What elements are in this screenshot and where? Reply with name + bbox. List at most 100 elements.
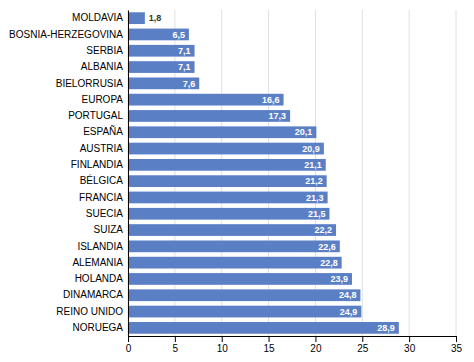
y-tick-label: SERBIA — [86, 45, 123, 56]
bar — [128, 29, 189, 41]
y-tick: SUECIA — [86, 208, 124, 219]
bar — [128, 175, 327, 187]
bar — [128, 208, 329, 220]
bar — [128, 224, 336, 236]
bar — [128, 77, 199, 89]
x-tick-label: 15 — [264, 343, 276, 354]
bar — [128, 159, 326, 171]
x-tick: 35 — [451, 336, 463, 354]
y-tick-label: FINLANDIA — [71, 159, 124, 170]
x-tick-label: 35 — [451, 343, 463, 354]
y-tick-label: SUECIA — [86, 208, 124, 219]
bar — [128, 143, 324, 155]
data-label: 23,9 — [330, 274, 348, 284]
x-tick: 30 — [404, 336, 416, 354]
data-label: 24,8 — [339, 290, 357, 300]
y-tick-label: MOLDAVIA — [72, 12, 123, 23]
plot-area: 0 5 10 15 20 25 30 35 NORUEGA REINO UNIDO DINAMARC… — [9, 10, 462, 354]
bar — [128, 192, 328, 204]
x-tick-mark — [456, 336, 457, 342]
y-tick-label: ESPAÑA — [83, 125, 123, 137]
data-label: 22,2 — [315, 225, 333, 235]
y-tick: FINLANDIA — [71, 159, 124, 170]
y-tick: ISLANDIA — [77, 241, 123, 252]
data-label: 1,8 — [149, 13, 162, 23]
x-tick-label: 20 — [310, 343, 322, 354]
data-label: 7,6 — [183, 79, 196, 89]
x-axis: 0 5 10 15 20 25 30 35 — [126, 336, 463, 354]
y-tick: DINAMARCA — [63, 289, 123, 300]
data-label: 20,9 — [302, 144, 320, 154]
x-tick: 5 — [173, 336, 179, 354]
data-labels: 28,9 24,9 24,8 23,9 22,8 22,6 22,2 21,5 21,3 21,2… — [149, 13, 395, 333]
bars — [128, 12, 399, 333]
data-label: 28,9 — [377, 323, 395, 333]
chart-container: 0 5 10 15 20 25 30 35 NORUEGA REINO UNIDO DINAMARC… — [0, 0, 474, 362]
y-tick: HOLANDA — [75, 273, 124, 284]
y-tick-label: ISLANDIA — [77, 241, 123, 252]
x-tick-label: 10 — [217, 343, 229, 354]
grid — [128, 10, 456, 336]
data-label: 7,1 — [178, 62, 191, 72]
grid-line — [409, 10, 410, 336]
x-tick: 0 — [126, 336, 132, 354]
x-tick-label: 0 — [126, 343, 132, 354]
y-tick: EUROPA — [82, 94, 124, 105]
data-label: 17,3 — [269, 111, 287, 121]
bar — [128, 61, 195, 73]
y-tick: SERBIA — [86, 45, 123, 56]
y-tick: ALEMANIA — [72, 257, 123, 268]
y-tick-label: FRANCIA — [79, 192, 123, 203]
grid-line — [128, 10, 129, 336]
y-tick-label: BOSNIA-HERZEGOVINA — [9, 29, 123, 40]
x-tick: 10 — [217, 336, 229, 354]
y-tick-label: DINAMARCA — [63, 289, 123, 300]
y-tick: MOLDAVIA — [72, 12, 123, 23]
bar — [128, 322, 399, 334]
y-tick-label: REINO UNIDO — [56, 306, 123, 317]
y-axis: NORUEGA REINO UNIDO DINAMARCA HOLANDA ALEMAN… — [9, 11, 128, 337]
grid-line — [315, 10, 316, 336]
x-tick-label: 30 — [404, 343, 416, 354]
data-label: 6,5 — [172, 30, 185, 40]
bar — [128, 45, 195, 57]
y-tick-label: BIELORRUSIA — [56, 78, 124, 89]
data-label: 22,8 — [320, 258, 338, 268]
y-tick: ALBANIA — [81, 61, 124, 72]
data-label: 24,9 — [340, 307, 358, 317]
data-label: 21,5 — [308, 209, 326, 219]
y-tick-label: NORUEGA — [72, 322, 123, 333]
data-label: 16,6 — [262, 95, 280, 105]
x-tick: 25 — [357, 336, 369, 354]
x-tick-mark — [315, 336, 316, 342]
x-tick-mark — [128, 336, 129, 342]
y-tick: BÉLGICA — [80, 174, 124, 186]
y-tick-label: BÉLGICA — [80, 174, 124, 186]
grid-line — [456, 10, 457, 336]
y-tick: AUSTRIA — [80, 143, 124, 154]
x-axis-line — [129, 337, 457, 343]
y-tick: FRANCIA — [79, 192, 123, 203]
bar — [128, 273, 352, 285]
grid-line — [221, 10, 222, 336]
bar — [128, 240, 340, 252]
data-label: 7,1 — [178, 46, 191, 56]
y-tick: ESPAÑA — [83, 125, 123, 137]
y-tick: NORUEGA — [72, 322, 123, 333]
grid-line — [268, 10, 269, 336]
bar — [128, 12, 145, 24]
x-tick-mark — [269, 336, 270, 342]
bar — [128, 289, 360, 301]
y-tick-label: PORTUGAL — [68, 110, 123, 121]
data-label: 22,6 — [318, 242, 336, 252]
data-label: 21,3 — [306, 193, 324, 203]
y-tick: REINO UNIDO — [56, 306, 123, 317]
y-tick-label: ALBANIA — [81, 61, 124, 72]
grid-line — [362, 10, 363, 336]
y-tick: SUIZA — [94, 224, 124, 235]
x-tick-mark — [409, 336, 410, 342]
y-tick: PORTUGAL — [68, 110, 123, 121]
y-tick-label: EUROPA — [82, 94, 124, 105]
x-tick-label: 25 — [357, 343, 369, 354]
data-label: 21,2 — [305, 176, 323, 186]
